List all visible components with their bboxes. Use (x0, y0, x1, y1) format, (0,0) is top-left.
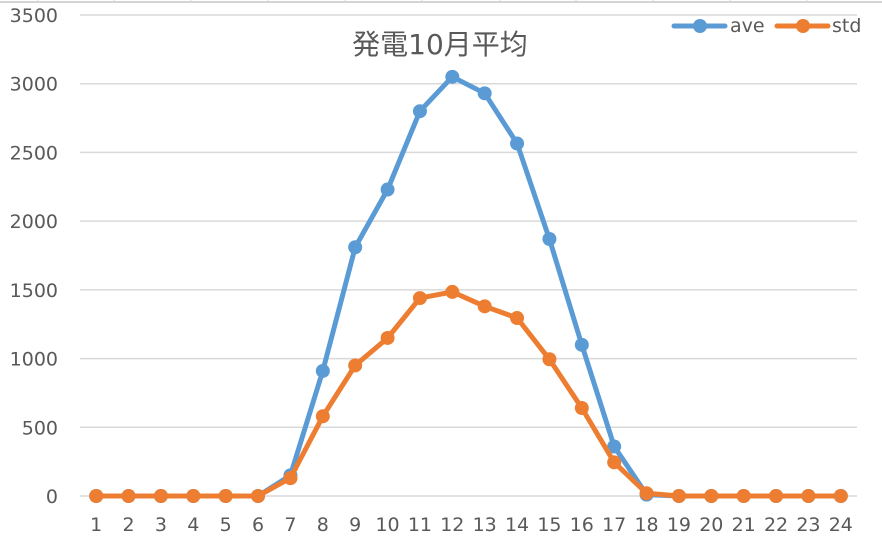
data-point-std (736, 489, 751, 503)
y-axis: 0 500 1000 1500 2000 2500 3000 3500 (10, 5, 58, 508)
x-tick-label: 7 (284, 514, 296, 536)
data-point-std (769, 489, 784, 503)
series-std (89, 284, 848, 503)
x-tick-label: 22 (764, 514, 788, 536)
legend: ave std (671, 15, 861, 37)
y-tick-label: 3500 (10, 5, 58, 27)
x-tick-label: 8 (317, 514, 329, 536)
series-layer (89, 69, 848, 503)
y-tick-label: 3000 (10, 74, 58, 96)
x-tick-label: 12 (440, 514, 464, 536)
x-tick-label: 11 (408, 514, 432, 536)
data-point-ave (412, 104, 427, 119)
y-tick-label: 1500 (10, 280, 58, 302)
legend-marker-icon (693, 19, 707, 33)
data-point-std (348, 358, 363, 373)
data-point-std (153, 489, 168, 503)
data-point-std (510, 311, 525, 326)
legend-label: std (832, 15, 861, 37)
y-tick-label: 500 (22, 417, 58, 439)
x-tick-label: 2 (123, 514, 135, 536)
x-tick-label: 19 (667, 514, 691, 536)
x-tick-label: 13 (473, 514, 497, 536)
y-tick-label: 0 (46, 486, 58, 508)
data-point-std (89, 489, 104, 503)
data-point-ave (542, 232, 557, 247)
data-point-std (186, 489, 201, 503)
y-tick-label: 2000 (10, 211, 58, 233)
legend-item-ave: ave (671, 15, 765, 37)
x-tick-label: 23 (796, 514, 820, 536)
x-tick-label: 18 (634, 514, 658, 536)
data-point-std (477, 299, 492, 314)
data-point-ave (574, 337, 589, 352)
data-point-ave (607, 439, 622, 454)
x-tick-label: 4 (187, 514, 199, 536)
data-point-std (671, 489, 686, 503)
data-point-std (121, 489, 136, 503)
data-point-ave (445, 69, 460, 84)
data-point-std (445, 284, 460, 299)
data-point-std (833, 489, 848, 503)
legend-label: ave (730, 15, 765, 37)
x-tick-label: 10 (375, 514, 399, 536)
x-tick-label: 9 (349, 514, 361, 536)
data-point-std (801, 489, 816, 503)
legend-item-std: std (774, 15, 861, 37)
x-tick-label: 5 (220, 514, 232, 536)
data-point-ave (477, 86, 492, 101)
series-ave (89, 69, 848, 503)
data-point-std (542, 352, 557, 367)
y-tick-label: 2500 (10, 142, 58, 164)
data-point-std (574, 401, 589, 416)
data-point-std (315, 409, 330, 424)
data-point-ave (315, 363, 330, 378)
series-line-std (93, 289, 844, 499)
data-point-std (639, 486, 654, 501)
x-axis: 1 2 3 4 5 6 7 8 9 10 11 12 13 14 15 16 17 18 19 20 21 22 23 24 (90, 514, 853, 536)
x-tick-label: 15 (537, 514, 561, 536)
x-tick-label: 24 (829, 514, 853, 536)
data-point-ave (348, 240, 363, 255)
data-point-std (218, 489, 233, 503)
data-point-std (283, 471, 298, 486)
legend-marker-icon (796, 19, 810, 33)
data-point-ave (510, 136, 525, 151)
x-tick-label: 17 (602, 514, 626, 536)
spreadsheet-grid-strip (0, 0, 882, 3)
data-point-std (251, 489, 266, 503)
y-tick-label: 1000 (10, 349, 58, 371)
series-line-ave (93, 74, 844, 499)
x-tick-label: 16 (570, 514, 594, 536)
data-point-std (607, 455, 622, 470)
x-tick-label: 14 (505, 514, 529, 536)
x-tick-label: 1 (90, 514, 102, 536)
data-point-std (380, 330, 395, 345)
chart-title: 発電10月平均 (352, 28, 528, 61)
x-tick-label: 20 (699, 514, 723, 536)
data-point-std (412, 291, 427, 306)
x-tick-label: 3 (155, 514, 167, 536)
x-tick-label: 6 (252, 514, 264, 536)
data-point-ave (380, 182, 395, 197)
data-point-std (704, 489, 719, 503)
x-tick-label: 21 (732, 514, 756, 536)
